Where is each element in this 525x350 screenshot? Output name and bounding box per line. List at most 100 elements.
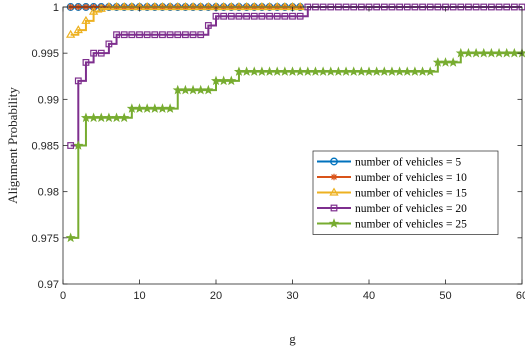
data-point	[74, 77, 82, 85]
data-point	[295, 2, 305, 11]
data-point	[289, 12, 296, 20]
data-point	[272, 2, 282, 11]
data-point	[330, 204, 338, 212]
x-tick-label: 40	[363, 290, 375, 302]
data-point	[197, 31, 205, 39]
data-point	[241, 2, 252, 11]
axes-layer: 0 10 20 30 40 50 60 0.97 0.975 0.98 0.985 0.99 0.995…	[31, 2, 525, 302]
data-point	[180, 2, 191, 11]
data-point	[82, 58, 90, 66]
legend-label: number of vehicles = 20	[355, 203, 467, 215]
x-tick-label: 0	[60, 290, 66, 302]
legend-entry-4: number of vehicles = 20	[317, 203, 467, 215]
data-point	[204, 22, 212, 29]
data-point	[188, 2, 198, 11]
x-tick-label: 50	[439, 290, 451, 302]
y-tick-label: 1	[53, 2, 59, 14]
data-point	[281, 12, 289, 20]
data-point	[234, 2, 244, 11]
x-tick-label: 20	[210, 290, 222, 302]
y-tick-label: 0.98	[38, 187, 59, 199]
x-tick-label: 60	[516, 290, 525, 302]
legend-label: number of vehicles = 10	[355, 172, 467, 184]
data-point	[203, 84, 214, 95]
y-tick-label: 0.97	[38, 279, 59, 291]
data-point	[88, 6, 99, 15]
legend-label: number of vehicles = 5	[355, 157, 461, 169]
plot-background	[63, 7, 522, 284]
data-point	[448, 57, 459, 67]
legend-label: number of vehicles = 25	[355, 219, 467, 231]
data-point	[104, 2, 114, 11]
data-point	[425, 66, 436, 76]
data-point	[212, 12, 220, 20]
data-point	[330, 173, 338, 181]
data-point	[65, 232, 76, 243]
data-point	[119, 2, 129, 11]
data-point	[96, 3, 106, 12]
data-point	[128, 31, 136, 39]
data-point	[157, 2, 168, 11]
data-point	[189, 31, 197, 39]
data-point	[174, 31, 182, 39]
x-axis-label: g	[289, 331, 296, 346]
data-point	[65, 29, 76, 38]
x-tick-label: 30	[286, 290, 298, 302]
legend-entry-1: number of vehicles = 5	[317, 157, 461, 169]
y-tick-label: 0.995	[31, 48, 59, 60]
data-point	[273, 12, 281, 20]
data-point	[226, 75, 237, 86]
legend: number of vehicles = 5 number of vehicles…	[312, 150, 499, 235]
data-point	[67, 142, 75, 149]
data-point	[280, 2, 290, 11]
y-tick-label: 0.975	[31, 233, 59, 245]
data-point	[266, 12, 273, 20]
data-point	[258, 12, 266, 20]
data-point	[329, 187, 339, 196]
data-point	[119, 112, 130, 123]
data-point	[81, 15, 91, 24]
legend-entry-2: number of vehicles = 10	[317, 172, 467, 184]
legend-entry-3: number of vehicles = 15	[317, 188, 467, 200]
data-point	[328, 218, 340, 228]
data-point	[151, 31, 159, 39]
data-point	[113, 31, 120, 39]
data-point	[227, 12, 235, 20]
data-point	[97, 49, 105, 57]
data-point	[165, 2, 175, 11]
data-point	[264, 2, 275, 11]
data-point	[257, 2, 267, 11]
data-point	[218, 2, 229, 11]
data-point	[296, 12, 304, 20]
data-point	[111, 2, 122, 11]
data-point	[150, 2, 160, 11]
data-point	[165, 103, 176, 113]
data-point	[73, 140, 84, 150]
legend-entry-5: number of vehicles = 25	[317, 218, 467, 231]
data-point	[142, 2, 152, 11]
legend-label: number of vehicles = 15	[355, 188, 467, 200]
data-point	[90, 49, 98, 57]
data-point	[120, 31, 128, 39]
y-tick-label: 0.985	[31, 141, 59, 153]
data-point	[250, 12, 258, 20]
data-point	[105, 40, 113, 48]
data-point	[166, 31, 174, 39]
data-point	[127, 2, 137, 11]
data-point	[249, 2, 259, 11]
y-axis-label: Alignment Probability	[5, 87, 20, 204]
data-point	[235, 12, 243, 20]
x-tick-label: 10	[133, 290, 145, 302]
data-point	[196, 2, 206, 11]
data-point	[73, 25, 83, 34]
data-point	[243, 12, 251, 20]
data-point	[220, 12, 228, 20]
data-point	[203, 2, 214, 11]
data-point	[173, 2, 183, 11]
data-point	[181, 31, 189, 39]
series-5	[65, 47, 525, 243]
plot-area	[63, 7, 522, 284]
data-point	[330, 157, 338, 166]
data-point	[159, 31, 166, 39]
